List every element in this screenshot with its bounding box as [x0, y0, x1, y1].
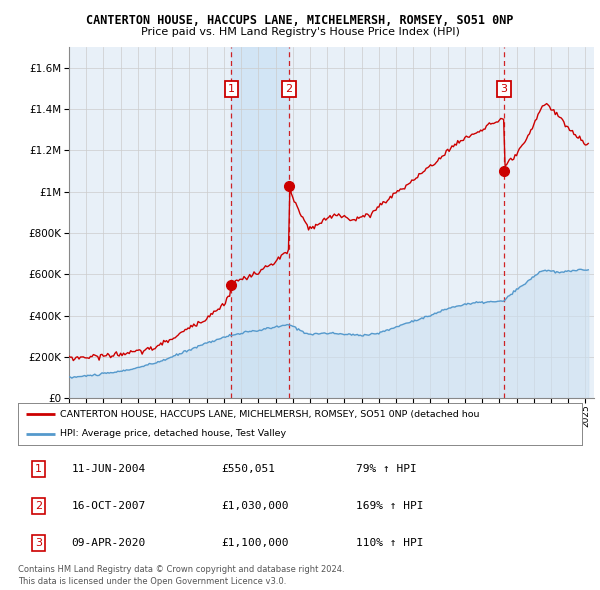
Text: 2: 2 [35, 501, 42, 511]
Text: Price paid vs. HM Land Registry's House Price Index (HPI): Price paid vs. HM Land Registry's House … [140, 27, 460, 37]
Text: 1: 1 [228, 84, 235, 94]
Bar [232, 47, 289, 398]
Text: £1,100,000: £1,100,000 [221, 537, 289, 548]
Text: This data is licensed under the Open Government Licence v3.0.: This data is licensed under the Open Gov… [18, 577, 286, 586]
Text: Contains HM Land Registry data © Crown copyright and database right 2024.: Contains HM Land Registry data © Crown c… [18, 565, 344, 574]
Text: 169% ↑ HPI: 169% ↑ HPI [356, 501, 424, 511]
Text: 79% ↑ HPI: 79% ↑ HPI [356, 464, 417, 474]
Text: 3: 3 [500, 84, 508, 94]
Text: 11-JUN-2004: 11-JUN-2004 [71, 464, 146, 474]
Text: 3: 3 [35, 537, 42, 548]
Text: 09-APR-2020: 09-APR-2020 [71, 537, 146, 548]
Text: 110% ↑ HPI: 110% ↑ HPI [356, 537, 424, 548]
Text: £1,030,000: £1,030,000 [221, 501, 289, 511]
Text: 1: 1 [35, 464, 42, 474]
Text: £550,051: £550,051 [221, 464, 275, 474]
Text: CANTERTON HOUSE, HACCUPS LANE, MICHELMERSH, ROMSEY, SO51 0NP (detached hou: CANTERTON HOUSE, HACCUPS LANE, MICHELMER… [60, 410, 480, 419]
Text: HPI: Average price, detached house, Test Valley: HPI: Average price, detached house, Test… [60, 430, 286, 438]
Text: 2: 2 [286, 84, 293, 94]
Text: CANTERTON HOUSE, HACCUPS LANE, MICHELMERSH, ROMSEY, SO51 0NP: CANTERTON HOUSE, HACCUPS LANE, MICHELMER… [86, 14, 514, 27]
Text: 16-OCT-2007: 16-OCT-2007 [71, 501, 146, 511]
